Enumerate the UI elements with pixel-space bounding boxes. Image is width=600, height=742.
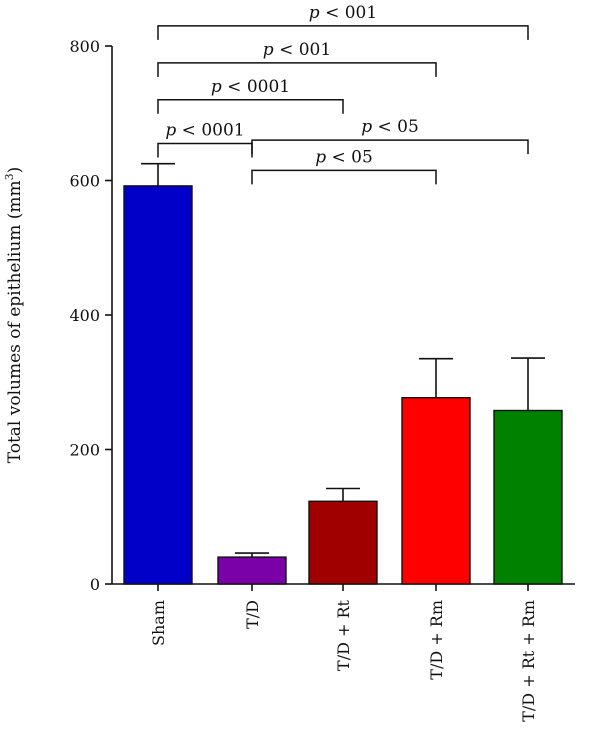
bar-1 <box>217 556 287 585</box>
category-label: T/D <box>243 600 262 629</box>
y-tick-label: 0 <box>90 575 100 594</box>
significance-bracket <box>157 25 529 40</box>
significance-label: p < 001 <box>309 3 377 23</box>
significance-label: p < 05 <box>361 117 419 137</box>
category-label: T/D + Rm <box>427 600 446 680</box>
error-bar <box>235 552 269 558</box>
significance-bracket <box>157 99 344 114</box>
bar-4 <box>493 409 563 585</box>
bar-0 <box>123 185 193 585</box>
error-bar <box>141 162 175 186</box>
y-axis-label: Total volumes of epithelium (mm3) <box>3 167 25 464</box>
significance-bracket <box>157 62 437 77</box>
error-bar <box>326 487 360 502</box>
y-tick-label: 200 <box>69 441 100 460</box>
category-label: Sham <box>149 600 168 646</box>
category-label: T/D + Rt + Rm <box>519 600 538 722</box>
significance-bracket <box>251 169 437 185</box>
category-label: T/D + Rt <box>334 599 353 671</box>
significance-bracket <box>157 142 253 158</box>
y-tick-label: 800 <box>69 37 100 56</box>
error-bar <box>419 357 453 398</box>
significance-label: p < 0001 <box>211 77 290 97</box>
error-bars <box>141 162 545 558</box>
significance-brackets: p < 0001 p < 05 p < 05 p < 0001 p < 001 p < 0… <box>157 3 529 185</box>
bar-3 <box>401 397 471 585</box>
bars <box>123 185 563 585</box>
category-labels: Sham T/D T/D + Rt T/D + Rm T/D + Rt + Rm <box>149 599 538 721</box>
significance-label: p < 0001 <box>165 121 244 141</box>
significance-label: p < 001 <box>263 40 331 60</box>
bar-2 <box>308 500 378 585</box>
significance-bracket <box>251 139 529 155</box>
y-tick-label: 600 <box>69 172 100 191</box>
error-bar <box>511 357 545 411</box>
significance-label: p < 05 <box>315 147 373 167</box>
y-tick-label: 400 <box>69 306 100 325</box>
